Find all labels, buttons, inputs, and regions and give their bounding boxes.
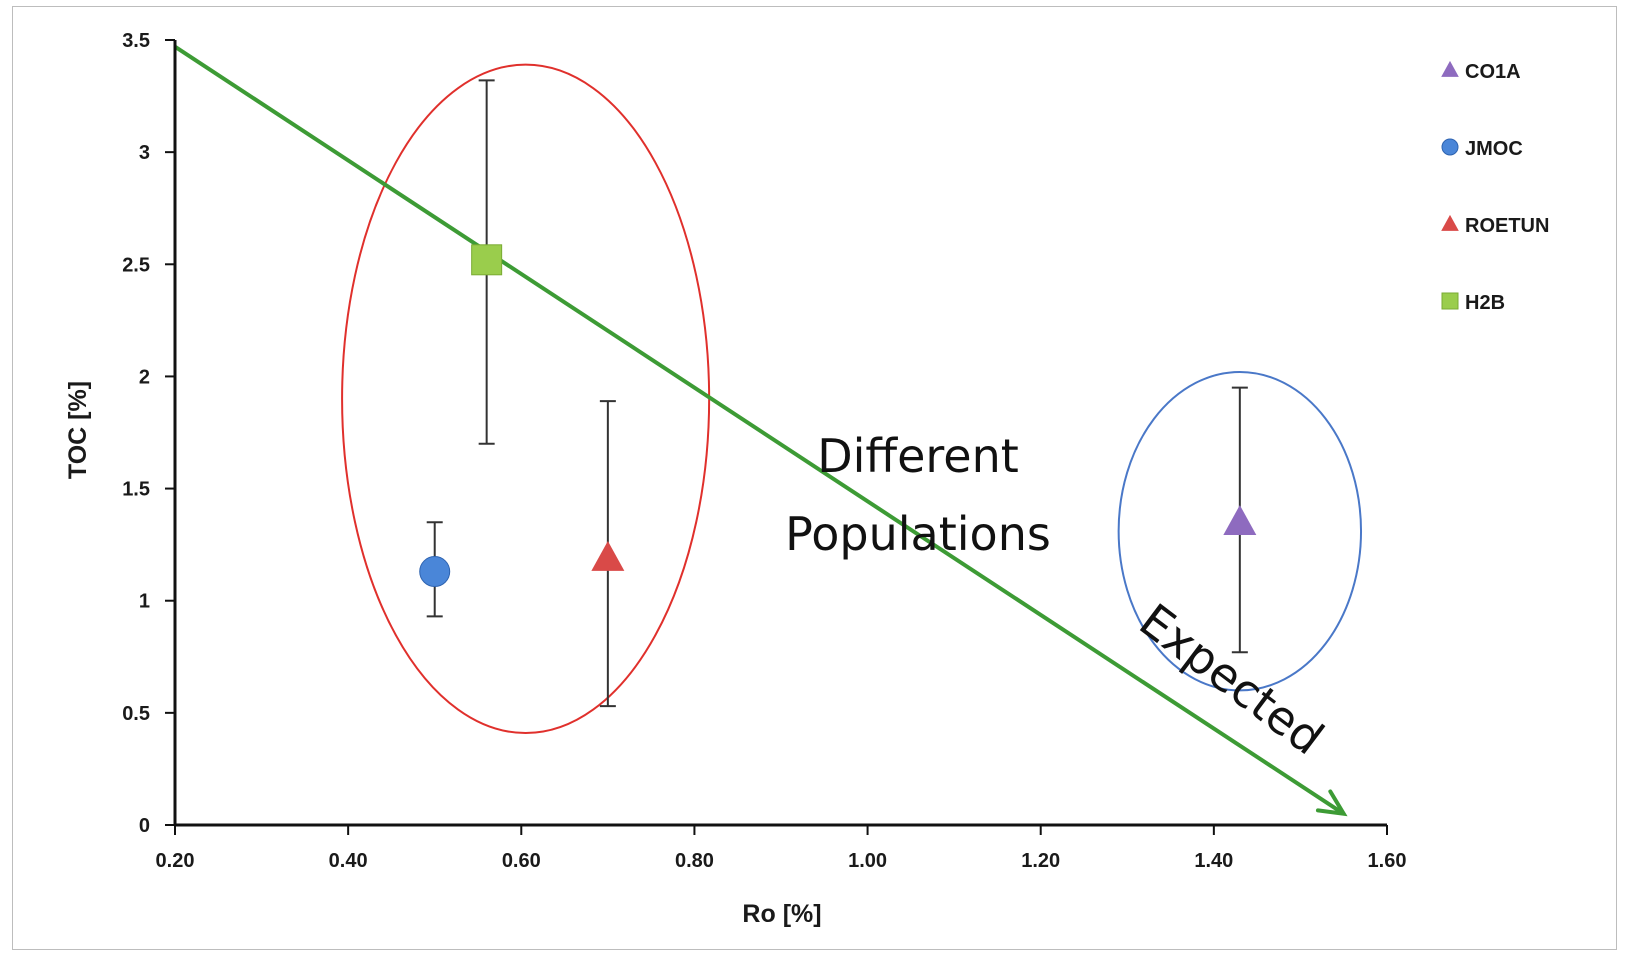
legend-label-co1a: CO1A <box>1465 61 1521 83</box>
legend-marker-co1a <box>1441 60 1459 77</box>
y-tick-label: 3 <box>139 142 150 164</box>
y-tick-label: 3.5 <box>122 30 150 52</box>
legend-label-roetun: ROETUN <box>1465 215 1549 237</box>
x-tick-label: 1.00 <box>848 850 887 872</box>
blue-ellipse <box>1117 370 1363 692</box>
data-point-roetun <box>591 541 625 571</box>
legend-marker-roetun <box>1441 214 1459 231</box>
x-tick-label: 1.60 <box>1368 850 1407 872</box>
expected-arrowhead <box>1315 789 1348 817</box>
x-tick-label: 0.60 <box>502 850 541 872</box>
expected-trend-line <box>173 45 1345 816</box>
legend-marker-h2b <box>1441 292 1459 310</box>
data-point-co1a <box>1223 505 1257 536</box>
y-tick-label: 0 <box>139 815 150 837</box>
chart-frame <box>12 6 1617 950</box>
y-axis-title: TOC [%] <box>64 381 92 479</box>
data-point-jmoc <box>419 556 451 588</box>
x-tick-label: 0.80 <box>675 850 714 872</box>
y-tick-label: 2 <box>139 366 150 388</box>
annotation-different: Different <box>817 429 1019 483</box>
y-tick-label: 0.5 <box>122 703 150 725</box>
x-tick-label: 1.40 <box>1194 850 1233 872</box>
legend-marker-jmoc <box>1441 138 1459 156</box>
x-axis-title: Ro [%] <box>742 900 821 928</box>
annotation-populations: Populations <box>785 507 1051 561</box>
x-tick-label: 1.20 <box>1021 850 1060 872</box>
x-tick-label: 0.40 <box>329 850 368 872</box>
legend-label-h2b: H2B <box>1465 292 1505 314</box>
red-ellipse <box>341 63 711 735</box>
y-tick-label: 1.5 <box>122 479 150 501</box>
y-tick-label: 2.5 <box>122 254 150 276</box>
legend-label-jmoc: JMOC <box>1465 138 1523 160</box>
y-tick-label: 1 <box>139 591 150 613</box>
x-tick-label: 0.20 <box>156 850 195 872</box>
data-point-h2b <box>471 244 503 276</box>
